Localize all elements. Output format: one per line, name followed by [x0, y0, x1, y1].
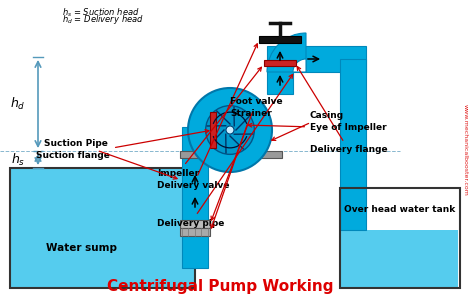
Bar [259, 36, 301, 43]
Text: Strainer: Strainer [211, 109, 272, 228]
Text: Foot valve: Foot valve [211, 97, 283, 220]
Wedge shape [267, 33, 306, 72]
Text: Impeller: Impeller [157, 67, 262, 178]
Text: Suction Pipe: Suction Pipe [44, 139, 177, 179]
Circle shape [188, 88, 272, 172]
Text: $h_s$: $h_s$ [11, 151, 25, 167]
Text: Water sump: Water sump [46, 243, 118, 253]
Text: Delivery pipe: Delivery pipe [157, 74, 292, 227]
Text: Over head water tank: Over head water tank [345, 206, 456, 215]
Text: $h_d$ = Delivery head: $h_d$ = Delivery head [62, 13, 144, 27]
Text: Suction flange: Suction flange [36, 130, 209, 159]
Bar [264, 60, 296, 66]
Text: $h_d$: $h_d$ [10, 96, 26, 112]
Bar [10, 168, 195, 288]
Text: Delivery flange: Delivery flange [297, 66, 388, 154]
Bar [180, 220, 210, 228]
Text: Centrifugal Pump Working: Centrifugal Pump Working [107, 279, 333, 294]
Text: www.mechanicalbooster.com: www.mechanicalbooster.com [463, 104, 468, 196]
Text: Delivery valve: Delivery valve [157, 44, 257, 190]
Text: Eye of Impeller: Eye of Impeller [248, 123, 387, 133]
Bar [341, 229, 458, 286]
Bar [196, 117, 208, 143]
Bar [340, 59, 366, 230]
Bar [209, 140, 251, 158]
Circle shape [206, 105, 255, 154]
Bar [293, 46, 366, 72]
Circle shape [226, 126, 234, 134]
Text: $h_s$ = Suction head: $h_s$ = Suction head [62, 7, 140, 19]
Bar [210, 112, 216, 148]
Bar [340, 188, 460, 288]
Text: Casing: Casing [272, 111, 344, 140]
Bar [180, 228, 210, 236]
Bar [180, 151, 282, 158]
Bar [267, 46, 293, 94]
Bar [182, 127, 208, 268]
Wedge shape [293, 59, 306, 72]
